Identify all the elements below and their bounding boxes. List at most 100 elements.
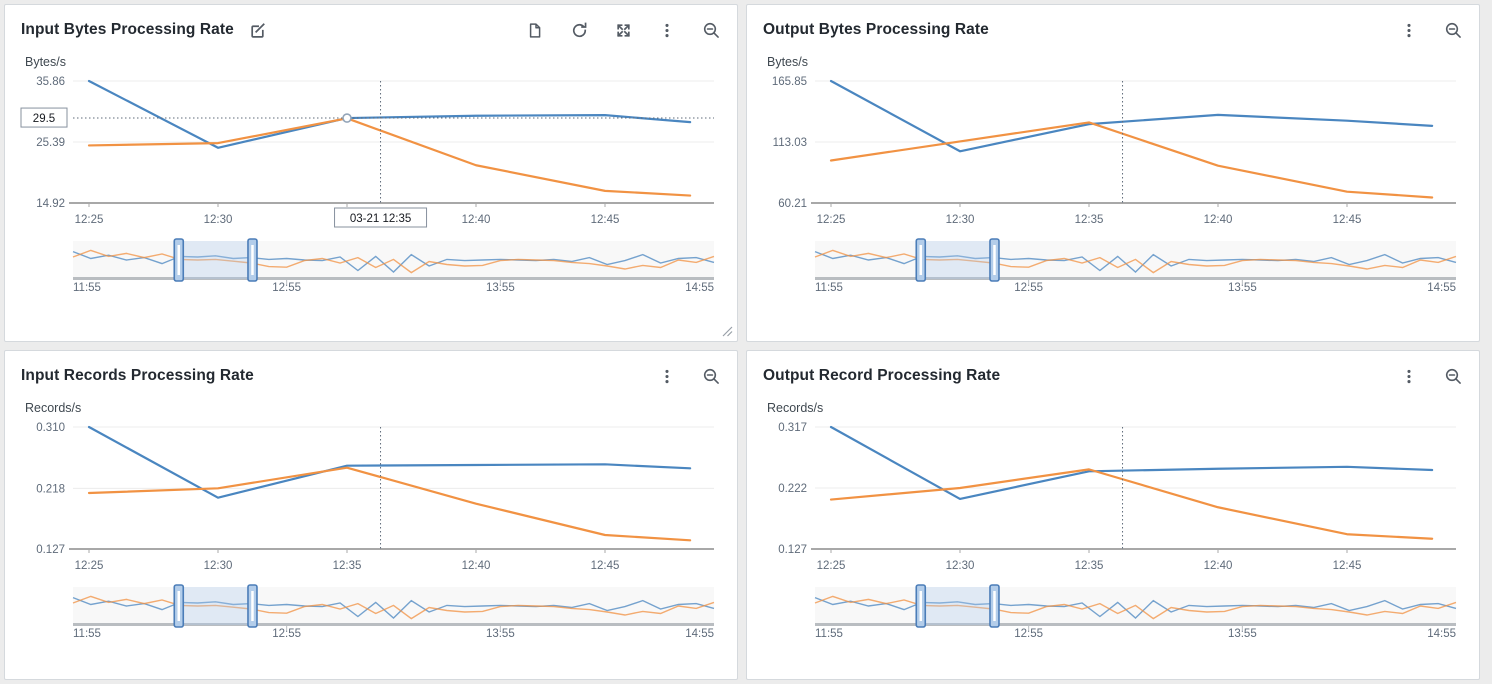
x-tick-label: 12:40 [462, 214, 491, 226]
line-chart[interactable]: 0.317 0.222 0.127 12:25 12:30 12:35 12:40 12:45 [763, 417, 1463, 579]
edit-icon[interactable] [248, 20, 268, 40]
x-tick-label: 12:40 [1204, 560, 1233, 572]
navigator-chart[interactable]: 11:55 12:55 13:55 14:55 [763, 237, 1463, 294]
widget-input-bytes-processing-rate: Input Bytes Processing Rate [4, 4, 738, 342]
line-chart[interactable]: 0.310 0.218 0.127 12:25 12:30 12:35 12:40 12:45 [21, 417, 721, 579]
navigator-time-label: 11:55 [73, 282, 101, 294]
widget-header: Input Records Processing Rate [21, 363, 721, 389]
brush-handle-grip [251, 245, 254, 275]
y-tick-label: 25.39 [36, 137, 65, 149]
widget-title: Output Record Processing Rate [763, 367, 1001, 384]
navigator-axis-bar [73, 277, 714, 280]
navigator-chart[interactable]: 11:55 12:55 13:55 14:55 [21, 583, 721, 640]
widget-title: Output Bytes Processing Rate [763, 21, 989, 38]
brush-handle-grip [919, 245, 923, 275]
y-tick-label: 113.03 [773, 137, 807, 149]
y-axis-unit-label: Bytes/s [25, 55, 66, 69]
navigator-chart[interactable]: 11:55 12:55 13:55 14:55 [21, 237, 721, 294]
navigator-time-label: 13:55 [486, 628, 515, 640]
navigator-time-label: 12:55 [1014, 628, 1043, 640]
refresh-icon[interactable] [569, 20, 589, 40]
kebab-menu-icon[interactable] [657, 20, 677, 40]
navigator-axis-bar [815, 623, 1456, 626]
y-tick-label: 60.21 [778, 198, 807, 210]
navigator-time-label: 13:55 [1228, 282, 1257, 294]
x-tick-label: 12:35 [1075, 214, 1104, 226]
y-tick-label: 0.218 [36, 483, 65, 495]
widget-input-records-processing-rate: Input Records Processing Rate Records/s … [4, 350, 738, 680]
widget-output-bytes-processing-rate: Output Bytes Processing Rate Bytes/s 165… [746, 4, 1480, 342]
brush-selection[interactable] [178, 587, 253, 625]
navigator-chart[interactable]: 11:55 12:55 13:55 14:55 [763, 583, 1463, 640]
x-tick-label: 12:30 [204, 214, 233, 226]
x-tick-label: 12:45 [591, 560, 620, 572]
brush-selection[interactable] [178, 241, 253, 279]
brush-selection[interactable] [920, 241, 995, 279]
y-axis-unit-label: Records/s [767, 401, 824, 415]
brush-selection[interactable] [920, 587, 995, 625]
hover-point-marker [342, 113, 352, 123]
widget-header: Output Bytes Processing Rate [763, 17, 1463, 43]
navigator-time-label: 14:55 [1427, 282, 1456, 294]
navigator-time-label: 14:55 [685, 282, 714, 294]
output-bytes-series-2 [829, 121, 1434, 199]
brush-handle-grip [251, 591, 254, 621]
y-axis-unit-label: Bytes/s [767, 55, 808, 69]
x-tick-label: 12:25 [75, 560, 104, 572]
kebab-menu-icon[interactable] [1399, 366, 1419, 386]
crosshair-value-box [20, 107, 68, 128]
y-tick-label: 0.222 [778, 483, 807, 495]
navigator-time-label: 14:55 [1427, 628, 1456, 640]
brush-handle-grip [919, 591, 923, 621]
resize-handle[interactable] [720, 324, 734, 338]
x-tick-label: 12:30 [946, 560, 975, 572]
x-tick-label: 12:40 [1204, 214, 1233, 226]
x-tick-label: 12:35 [1075, 560, 1104, 572]
output-records-series-2 [829, 468, 1434, 540]
widget-header: Output Record Processing Rate [763, 363, 1463, 389]
y-tick-label: 35.86 [36, 76, 65, 88]
expand-icon[interactable] [613, 20, 633, 40]
kebab-menu-icon[interactable] [657, 366, 677, 386]
x-tick-label: 12:35 [333, 560, 362, 572]
kebab-menu-icon[interactable] [1399, 20, 1419, 40]
y-tick-label: 165.85 [772, 76, 807, 88]
x-tick-label: 12:25 [817, 214, 846, 226]
navigator-time-label: 13:55 [1228, 628, 1257, 640]
zoom-out-icon[interactable] [701, 20, 721, 40]
brush-handle-grip [993, 245, 996, 275]
widget-output-record-processing-rate: Output Record Processing Rate Records/s … [746, 350, 1480, 680]
y-tick-label: 0.317 [778, 422, 807, 434]
x-tick-label: 12:30 [204, 560, 233, 572]
brush-handle-grip [177, 591, 181, 621]
x-tick-label: 12:45 [1333, 214, 1362, 226]
navigator-axis-bar [815, 277, 1456, 280]
x-tick-label: 12:30 [946, 214, 975, 226]
y-tick-label: 0.127 [778, 544, 807, 556]
x-tick-label: 12:25 [75, 214, 104, 226]
navigator-time-label: 13:55 [486, 282, 515, 294]
navigator-time-label: 14:55 [685, 628, 714, 640]
brush-handle-grip [177, 245, 181, 275]
y-tick-label: 0.310 [36, 422, 65, 434]
y-tick-label: 0.127 [36, 544, 65, 556]
x-tick-label: 12:45 [591, 214, 620, 226]
line-chart[interactable]: 165.85 113.03 60.21 12:25 12:30 12:35 12:40 12:… [763, 71, 1463, 233]
navigator-time-label: 12:55 [1014, 282, 1043, 294]
widget-title: Input Records Processing Rate [21, 367, 254, 384]
crosshair-date-box [334, 207, 428, 228]
zoom-out-icon[interactable] [1443, 20, 1463, 40]
navigator-time-label: 11:55 [73, 628, 101, 640]
zoom-out-icon[interactable] [701, 366, 721, 386]
input-records-series-1 [87, 425, 692, 499]
navigator-time-label: 12:55 [272, 628, 301, 640]
navigator-time-label: 11:55 [815, 282, 843, 294]
output-records-series-1 [829, 425, 1434, 501]
y-tick-label: 14.92 [36, 198, 65, 210]
file-icon[interactable] [525, 20, 545, 40]
x-tick-label: 12:25 [817, 560, 846, 572]
zoom-out-icon[interactable] [1443, 366, 1463, 386]
line-chart[interactable]: 35.86 25.39 14.92 12:25 12:30 12:40 12:45 29.5 0… [20, 71, 721, 233]
y-axis-unit-label: Records/s [25, 401, 82, 415]
